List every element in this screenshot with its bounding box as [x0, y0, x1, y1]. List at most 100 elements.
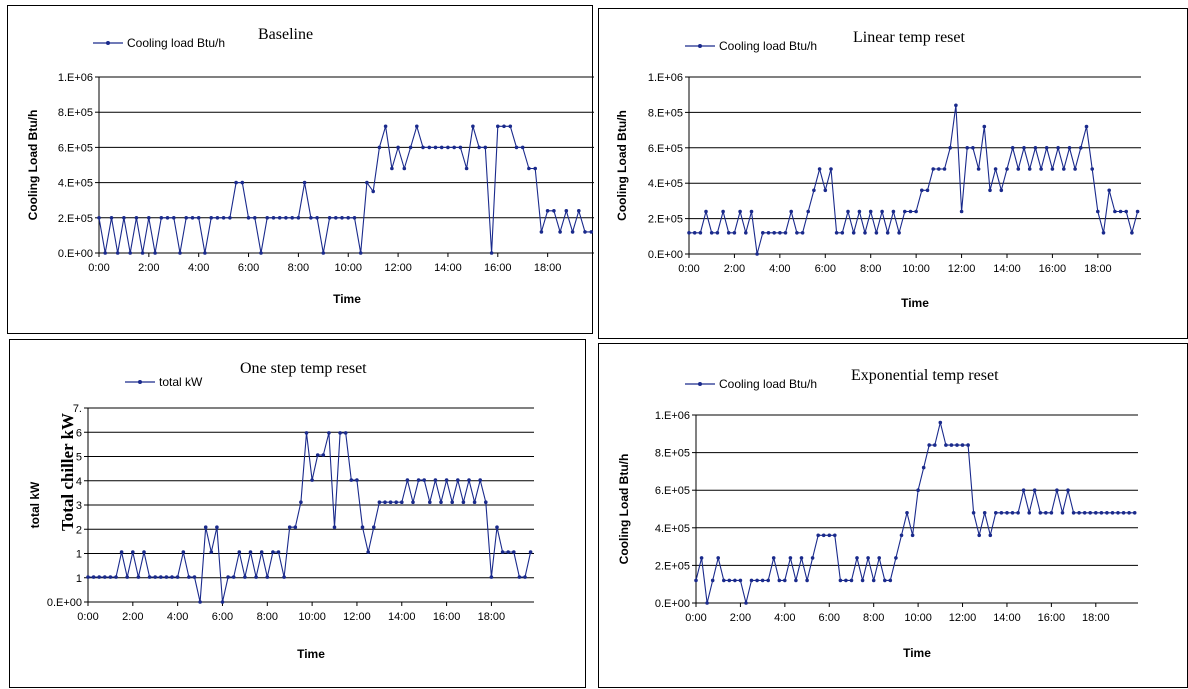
- data-point: [783, 578, 787, 583]
- data-point: [147, 216, 151, 220]
- data-point: [165, 216, 170, 220]
- data-point: [400, 500, 404, 504]
- data-point: [999, 188, 1004, 193]
- chart-title: Linear temp reset: [853, 29, 966, 46]
- data-point: [444, 478, 449, 482]
- data-point: [122, 216, 126, 220]
- data-point: [383, 124, 388, 129]
- data-point: [170, 575, 174, 579]
- data-point: [496, 124, 500, 129]
- data-point: [829, 167, 833, 171]
- y-tick-label: 8.E+05: [655, 448, 690, 460]
- y-tick-label: 4.E+05: [648, 178, 683, 190]
- x-tick-label: 18:00: [478, 611, 506, 623]
- data-point: [452, 145, 457, 150]
- data-point: [577, 209, 581, 213]
- data-point: [142, 550, 146, 554]
- data-point: [1105, 511, 1109, 515]
- chart-linear-temp-reset: Linear temp reset Cooling load Btu/h 0.E+0…: [615, 29, 1141, 310]
- data-point: [744, 231, 748, 235]
- data-point: [891, 209, 896, 214]
- data-point: [343, 431, 348, 435]
- y-tick-label: 2.E+05: [648, 214, 683, 226]
- data-point: [1010, 511, 1015, 515]
- data-point: [131, 550, 135, 554]
- data-point: [694, 578, 698, 583]
- data-point: [159, 575, 163, 579]
- data-point: [231, 575, 236, 579]
- y-tick-label: 5: [76, 452, 82, 464]
- data-point: [115, 251, 120, 255]
- y-tick-label: 1.E+06: [648, 72, 683, 84]
- data-point: [766, 578, 770, 583]
- x-tick-label: 4:00: [188, 262, 209, 274]
- data-point: [315, 453, 320, 457]
- data-point: [1021, 488, 1026, 492]
- chart-panel-exponential-temp-reset: Exponential temp reset Cooling load Btu/h…: [598, 343, 1188, 688]
- data-point: [821, 533, 826, 538]
- data-point: [1079, 146, 1083, 150]
- data-point: [905, 511, 909, 515]
- data-point: [982, 124, 987, 129]
- data-point: [103, 251, 107, 255]
- data-point: [220, 600, 225, 604]
- data-point: [396, 145, 400, 150]
- x-tick-label: 16:00: [1039, 263, 1067, 275]
- legend-marker: [106, 41, 110, 45]
- y-tick-label: 0.E+00: [655, 598, 690, 610]
- data-point: [97, 575, 101, 579]
- data-point: [715, 231, 720, 235]
- data-point: [570, 230, 575, 234]
- data-point: [920, 188, 924, 193]
- data-point: [834, 231, 839, 235]
- data-point: [1107, 188, 1111, 193]
- y-tick-label: 1.E+06: [655, 410, 690, 422]
- data-point: [237, 550, 242, 554]
- x-tick-label: 4:00: [774, 612, 795, 624]
- data-point: [472, 500, 477, 504]
- legend-label: total kW: [159, 375, 203, 389]
- data-point: [315, 216, 319, 220]
- y-axis-label: total kW: [28, 481, 42, 528]
- data-point: [405, 478, 410, 482]
- data-point: [103, 575, 107, 579]
- data-point: [959, 209, 964, 214]
- data-point: [327, 431, 331, 435]
- data-point: [253, 216, 257, 220]
- data-point: [938, 420, 943, 425]
- data-point: [760, 578, 765, 583]
- data-point: [390, 166, 394, 171]
- data-point: [687, 231, 691, 235]
- chart-title: One step temp reset: [240, 360, 367, 377]
- data-point: [248, 550, 253, 554]
- x-tick-label: 6:00: [815, 263, 836, 275]
- legend-label: Cooling load Btu/h: [719, 39, 817, 53]
- data-point: [304, 431, 309, 435]
- data-point: [833, 533, 837, 538]
- x-tick-label: 18:00: [534, 262, 562, 274]
- data-point: [1132, 511, 1137, 515]
- x-tick-label: 0:00: [685, 612, 706, 624]
- data-point: [816, 533, 820, 538]
- series-line: [695, 422, 1135, 604]
- data-point: [221, 216, 226, 220]
- data-point: [346, 216, 351, 220]
- data-point: [159, 216, 164, 220]
- data-point: [259, 251, 263, 255]
- data-point: [874, 231, 879, 235]
- data-point: [698, 231, 703, 235]
- chart-one-step-temp-reset: One step temp reset total kW 0.E+00 1 1 2 3 4 5 6…: [28, 360, 534, 661]
- data-point: [246, 216, 251, 220]
- data-point: [456, 478, 460, 482]
- data-point: [421, 145, 425, 150]
- data-point: [871, 578, 876, 583]
- data-point: [910, 533, 915, 538]
- data-point: [489, 251, 494, 255]
- data-point: [885, 231, 890, 235]
- data-point: [738, 209, 742, 214]
- legend-marker: [698, 382, 702, 386]
- x-tick-label: 2:00: [138, 262, 159, 274]
- data-point: [190, 216, 195, 220]
- x-tick-label: 16:00: [433, 611, 461, 623]
- data-point: [1039, 167, 1043, 171]
